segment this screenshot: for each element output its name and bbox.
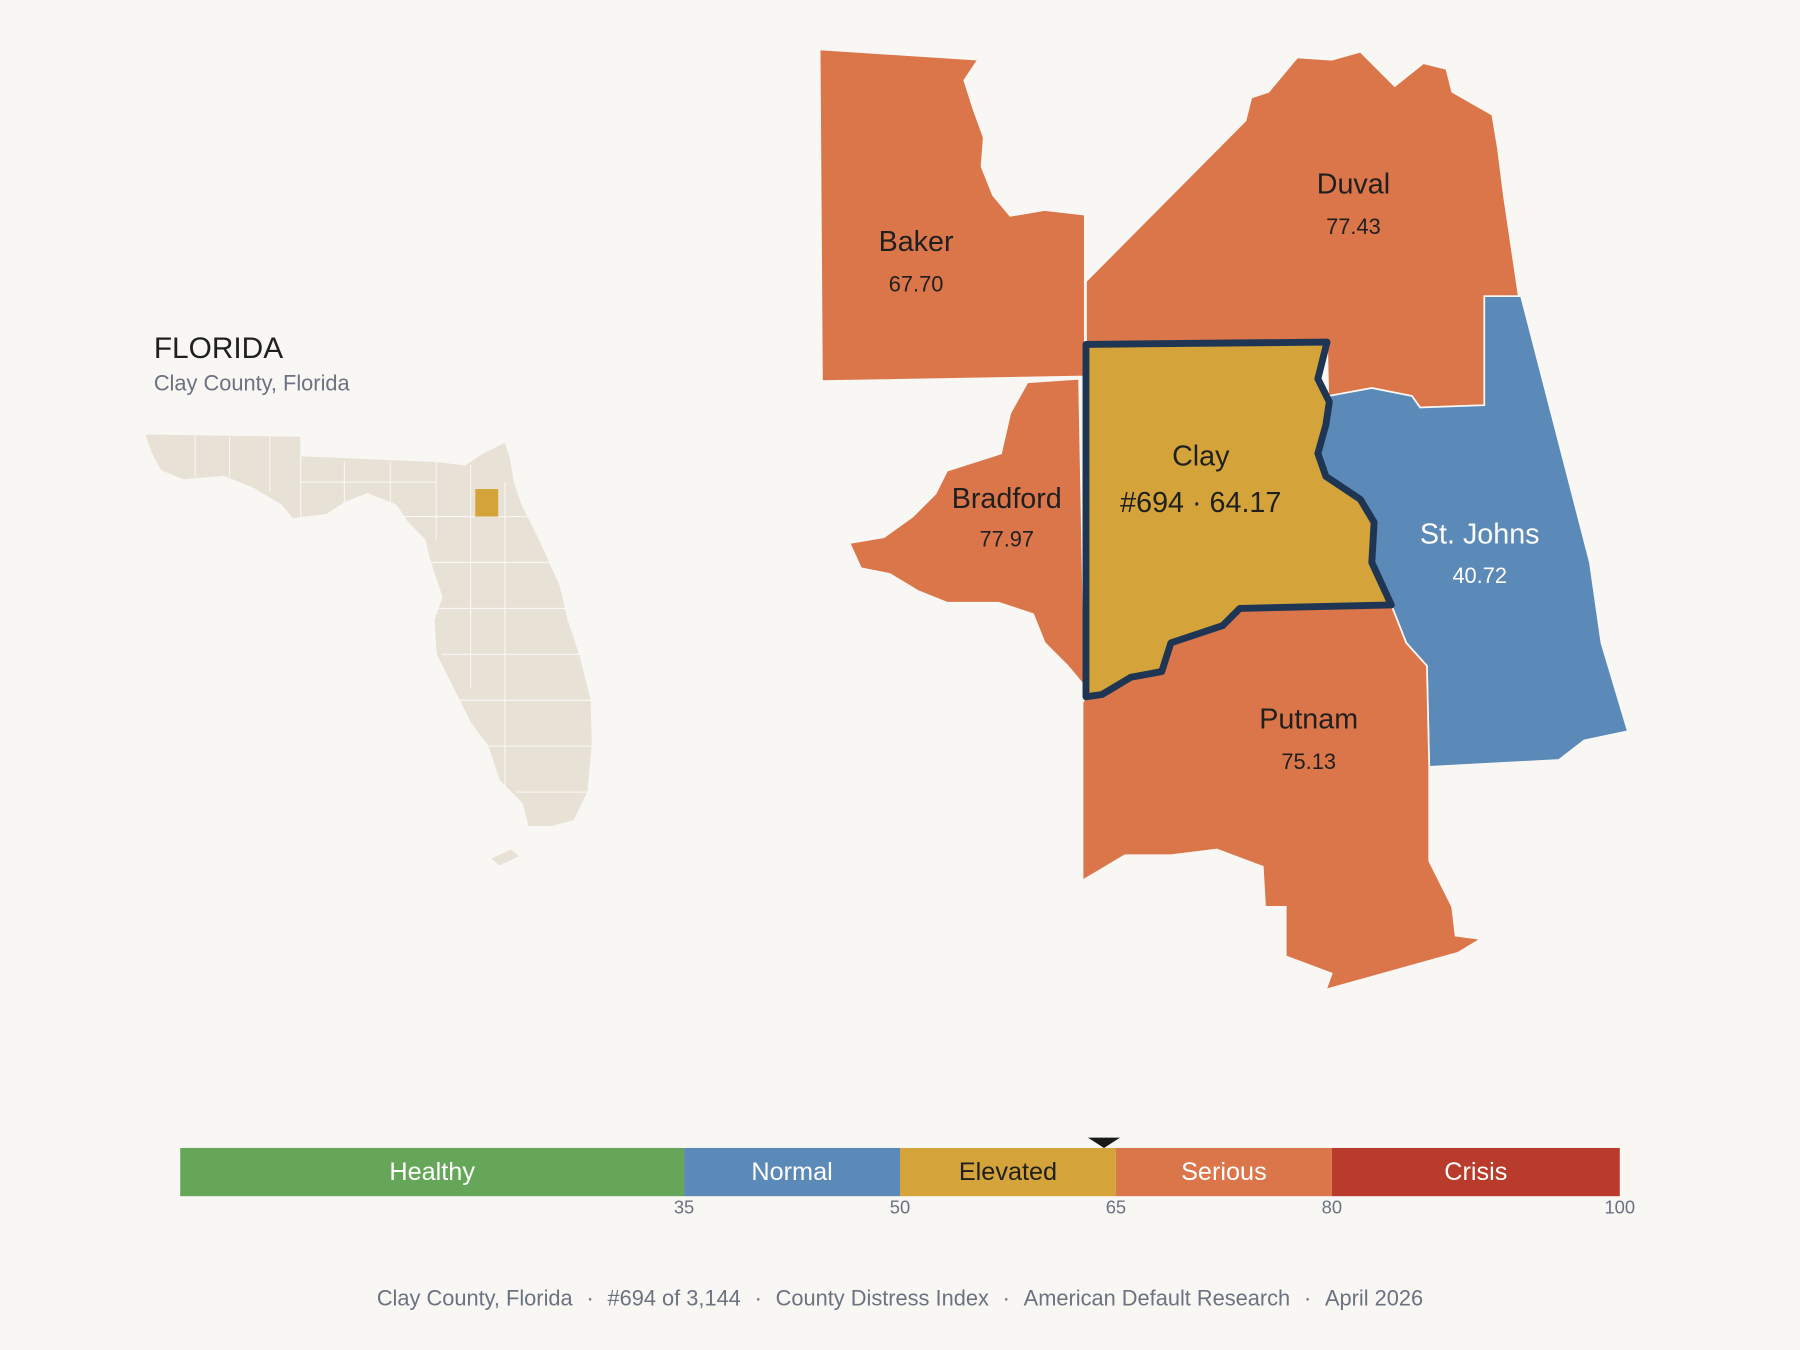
footer-item: #694 of 3,144 (607, 1285, 740, 1310)
county-score: 77.43 (1326, 214, 1381, 239)
footer-item: April 2026 (1325, 1285, 1423, 1310)
scale-band (1331, 1147, 1620, 1197)
scale-tick-label: 65 (1106, 1197, 1126, 1218)
county-score: 40.72 (1452, 563, 1507, 588)
scale-tick-label: 50 (890, 1197, 910, 1218)
separator: · (1192, 487, 1202, 519)
scale-band (1115, 1147, 1332, 1197)
county-name: Bradford (952, 483, 1062, 515)
footer: Clay County, Florida · #694 of 3,144 · Count… (377, 1285, 1423, 1310)
focus-score: 64.17 (1210, 487, 1282, 519)
scale-band (684, 1147, 900, 1197)
county-map: Baker 67.70 Duval 77.43 Bradford 77.97 S… (818, 48, 1629, 991)
band-label: Elevated (959, 1158, 1057, 1186)
state-shape (143, 433, 593, 828)
distress-scale: Healthy Normal Elevated Serious Crisis 35 50 65… (180, 1137, 1635, 1218)
score-marker (1087, 1137, 1121, 1148)
scale-band (900, 1147, 1116, 1197)
county-score: 75.13 (1281, 749, 1336, 774)
county-score: 67.70 (889, 272, 944, 297)
locator-highlight (475, 489, 499, 517)
focus-rank-score: #694 · 64.17 (1120, 487, 1281, 519)
separator: · (755, 1285, 762, 1310)
separator: · (1003, 1285, 1010, 1310)
footer-item: American Default Research (1024, 1285, 1291, 1310)
footer-item: Clay County, Florida (377, 1285, 574, 1310)
footer-item: County Distress Index (776, 1285, 989, 1310)
band-label: Healthy (389, 1158, 475, 1186)
keys (491, 849, 519, 866)
scale-band (180, 1147, 685, 1197)
county-name: St. Johns (1420, 519, 1540, 551)
separator: · (1304, 1285, 1311, 1310)
county-shape (848, 377, 1086, 689)
band-label: Normal (751, 1158, 832, 1186)
band-label: Serious (1181, 1158, 1267, 1186)
county-lines (194, 436, 593, 804)
county-shape (818, 48, 1086, 382)
county-name: Duval (1317, 169, 1390, 201)
band-label: Crisis (1444, 1158, 1507, 1186)
county-name: Putnam (1259, 703, 1358, 735)
county-score: 77.97 (979, 526, 1034, 551)
focus-rank: #694 (1120, 487, 1184, 519)
scale-tick-label: 100 (1604, 1197, 1635, 1218)
focus-county-shape (1082, 338, 1395, 701)
separator: · (586, 1285, 593, 1310)
state-title: FLORIDA (154, 332, 283, 365)
state-subtitle: Clay County, Florida (154, 370, 351, 395)
focus-name: Clay (1172, 441, 1230, 473)
county-name: Baker (879, 226, 954, 258)
scale-tick-label: 35 (674, 1197, 694, 1218)
state-locator (143, 433, 593, 866)
scale-tick-label: 80 (1322, 1197, 1342, 1218)
